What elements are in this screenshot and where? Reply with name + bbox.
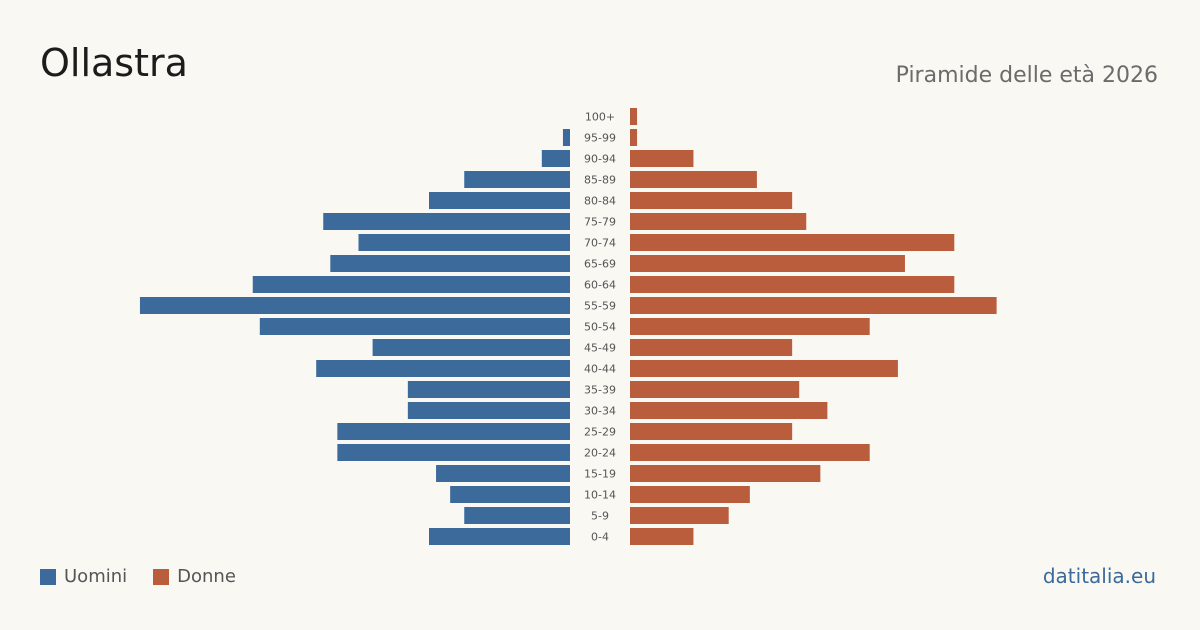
bar-female-100plus [630,108,638,125]
bar-female-5-9 [630,507,729,524]
age-label-0-4: 0-4 [591,531,609,544]
age-label-25-29: 25-29 [584,426,616,439]
bar-male-45-49 [372,339,570,356]
legend-item-male: Uomini [40,566,127,587]
age-label-80-84: 80-84 [584,195,616,208]
bar-male-15-19 [436,465,570,482]
age-label-85-89: 85-89 [584,174,616,187]
chart-legend: Uomini Donne [40,566,262,587]
bar-male-10-14 [450,486,570,503]
bar-female-90-94 [630,150,694,167]
age-label-100plus: 100+ [585,111,615,124]
bar-female-20-24 [630,444,870,461]
bar-female-50-54 [630,318,870,335]
bar-female-35-39 [630,381,800,398]
page-title: Ollastra [40,41,188,85]
bar-male-35-39 [407,381,570,398]
bar-male-0-4 [429,528,570,545]
bar-female-40-44 [630,360,898,377]
age-label-20-24: 20-24 [584,447,616,460]
bar-male-55-59 [139,297,570,314]
legend-label-male: Uomini [64,566,128,587]
bar-male-25-29 [337,423,570,440]
age-label-55-59: 55-59 [584,300,616,313]
bar-male-40-44 [316,360,570,377]
age-label-75-79: 75-79 [584,216,616,229]
bar-female-45-49 [630,339,793,356]
age-label-40-44: 40-44 [584,363,616,376]
age-label-5-9: 5-9 [591,510,609,523]
bar-male-50-54 [259,318,570,335]
age-group-labels: 100+ 95-99 90-94 85-89 80-84 75-79 70-74 65-69 6… [584,111,616,544]
bar-female-60-64 [630,276,955,293]
bar-female-10-14 [630,486,750,503]
age-label-95-99: 95-99 [584,132,616,145]
age-label-45-49: 45-49 [584,342,616,355]
age-label-60-64: 60-64 [584,279,616,292]
age-label-30-34: 30-34 [584,405,616,418]
age-label-90-94: 90-94 [584,153,616,166]
bar-female-15-19 [630,465,821,482]
bar-male-70-74 [358,234,570,251]
age-label-65-69: 65-69 [584,258,616,271]
age-label-70-74: 70-74 [584,237,616,250]
bar-female-70-74 [630,234,955,251]
brand-link[interactable]: datitalia.eu [1042,564,1156,588]
age-label-15-19: 15-19 [584,468,616,481]
bar-male-60-64 [252,276,570,293]
bar-female-0-4 [630,528,694,545]
bar-male-95-99 [562,129,570,146]
bar-male-80-84 [429,192,570,209]
bar-female-25-29 [630,423,793,440]
bar-female-65-69 [630,255,905,272]
bar-male-20-24 [337,444,570,461]
age-label-10-14: 10-14 [584,489,616,502]
bar-male-30-34 [407,402,570,419]
bar-male-75-79 [323,213,570,230]
bar-female-80-84 [630,192,793,209]
bar-female-55-59 [630,297,997,314]
age-label-50-54: 50-54 [584,321,616,334]
pyramid-bars [139,108,997,545]
chart-subtitle: Piramide delle età 2026 [895,63,1158,88]
bar-male-65-69 [330,255,570,272]
bar-female-95-99 [630,129,638,146]
bar-female-30-34 [630,402,828,419]
legend-swatch-female [153,568,170,585]
legend-swatch-male [40,568,56,585]
legend-label-female: Donne [177,566,236,587]
bar-male-5-9 [464,507,570,524]
bar-female-75-79 [630,213,807,230]
age-label-35-39: 35-39 [584,384,616,397]
legend-item-female: Donne [153,566,236,587]
bar-male-85-89 [464,171,570,188]
bar-female-85-89 [630,171,757,188]
bar-male-90-94 [541,150,570,167]
